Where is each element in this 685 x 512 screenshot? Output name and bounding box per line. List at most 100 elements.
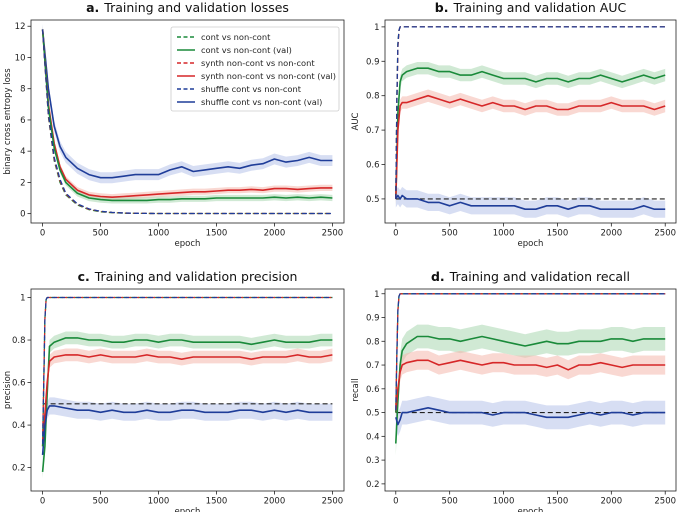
band-synth_val (42, 26, 333, 201)
y-tick-label: 8 (20, 85, 25, 95)
series-line-synth_val (41, 29, 333, 198)
panel-letter: a. (86, 0, 99, 15)
legend-box (170, 26, 340, 112)
band-shuffle_val (395, 395, 666, 437)
panel-title-text: Training and validation recall (449, 269, 630, 284)
y-tick-label: 0.8 (366, 92, 380, 102)
panel-title-text: Training and validation AUC (452, 0, 626, 15)
panel-a: a. Training and validation losses 0 500 1000… (3, 0, 345, 249)
legend-label-cont_val: cont vs non-cont (val) (201, 45, 292, 55)
x-tick-label: 1000 (148, 497, 170, 507)
legend-label-cont_train: cont vs non-cont (201, 32, 271, 42)
x-tick-label: 500 (442, 229, 458, 239)
x-axis-label: epoch (175, 239, 201, 249)
series-line-synth_val (395, 359, 666, 413)
series-line-shuffle_train (395, 293, 666, 411)
y-tick-label: 0.5 (366, 195, 380, 205)
series-line-shuffle_val (395, 406, 666, 426)
panel-letter: d. (431, 269, 445, 284)
legend-label-shuffle_train: shuffle cont vs non-cont (201, 84, 302, 94)
x-tick-label: 1500 (547, 497, 569, 507)
legend-label-shuffle_val: shuffle cont vs non-cont (val) (201, 97, 322, 107)
plot-area (395, 293, 666, 456)
axes-frame (384, 288, 677, 492)
x-tick-label: 2500 (654, 497, 676, 507)
y-tick-label: 0.9 (366, 314, 380, 324)
x-tick-label: 0 (40, 497, 45, 507)
band-cont_val (395, 324, 666, 456)
y-tick-label: 1 (374, 23, 379, 33)
band-synth_val (395, 350, 666, 423)
panel-title-text: Training and validation losses (103, 0, 289, 15)
y-tick-label: 0.6 (366, 385, 380, 395)
y-axis-label: AUC (351, 112, 361, 130)
band-shuffle_val (395, 186, 666, 218)
y-tick-label: 12 (15, 22, 26, 32)
band-shuffle_val (42, 397, 333, 464)
series-line-cont_val (41, 29, 333, 202)
x-tick-label: 2000 (264, 497, 286, 507)
y-tick-label: 0.8 (12, 336, 26, 346)
x-tick-label: 1500 (206, 229, 228, 239)
y-tick-label: 0.3 (366, 456, 380, 466)
legend-label-synth_val: synth non-cont vs non-cont (val) (201, 71, 336, 81)
band-synth_val (42, 348, 333, 453)
series-line-synth_val (41, 354, 333, 447)
panel-c: c. Training and validation precision 0 500 1… (3, 269, 345, 512)
series-line-shuffle_train (41, 296, 333, 445)
panel-title: d. Training and validation recall (431, 269, 630, 284)
series-line-cont_val (395, 335, 666, 444)
y-tick-label: 0 (20, 210, 25, 220)
x-axis-label: epoch (175, 507, 201, 512)
x-tick-label: 1500 (206, 497, 228, 507)
y-tick-label: 0.7 (366, 361, 380, 371)
panel-b: b. Training and validation AUC 0 500 1000 150… (351, 0, 677, 249)
band-shuffle_val (42, 23, 333, 184)
y-axis-label: precision (3, 371, 13, 409)
x-tick-label: 2000 (601, 497, 623, 507)
x-tick-label: 500 (442, 497, 458, 507)
y-tick-label: 1 (374, 290, 379, 300)
axes-frame (30, 288, 345, 492)
panel-title: b. Training and validation AUC (435, 0, 627, 15)
x-tick-label: 1500 (547, 229, 569, 239)
series-line-synth_train (41, 296, 333, 443)
x-tick-label: 0 (393, 229, 398, 239)
y-tick-label: 10 (15, 53, 26, 63)
y-tick-label: 0.7 (366, 126, 380, 136)
panel-letter: b. (435, 0, 449, 15)
axes-frame (384, 19, 677, 224)
series-line-shuffle_val (395, 194, 666, 210)
x-tick-label: 0 (393, 497, 398, 507)
x-tick-label: 500 (92, 497, 108, 507)
plot-area (395, 26, 666, 218)
x-tick-label: 2000 (264, 229, 286, 239)
x-tick-label: 1000 (148, 229, 170, 239)
series-line-cont_val (41, 337, 333, 472)
y-tick-label: 0.2 (12, 464, 26, 474)
x-axis-label: epoch (518, 239, 544, 249)
series-line-shuffle_val (41, 405, 333, 455)
legend-label-synth_train: synth non-cont vs non-cont (201, 58, 315, 68)
x-tick-label: 2000 (601, 229, 623, 239)
panel-title-text: Training and validation precision (94, 269, 298, 284)
axes-frame (30, 19, 345, 224)
y-tick-label: 0.8 (366, 337, 380, 347)
y-tick-label: 0.9 (366, 57, 380, 67)
band-cont_val (395, 62, 666, 206)
x-tick-label: 500 (92, 229, 108, 239)
series-line-shuffle_train (41, 29, 333, 215)
legend: cont vs non-cont cont vs non-cont (val) sy… (170, 26, 340, 112)
x-tick-label: 2500 (322, 497, 344, 507)
y-axis-label: binary cross entropy loss (3, 68, 13, 175)
series-line-cont_val (395, 67, 666, 199)
series-line-cont_train (41, 296, 333, 447)
y-tick-label: 4 (20, 147, 25, 157)
x-tick-label: 1000 (493, 229, 515, 239)
x-axis-label: epoch (518, 507, 544, 512)
y-tick-label: 0.6 (12, 379, 26, 389)
panel-title: c. Training and validation precision (78, 269, 298, 284)
plot-area (41, 23, 333, 215)
band-synth_val (395, 89, 666, 206)
y-tick-label: 0.2 (366, 480, 380, 490)
